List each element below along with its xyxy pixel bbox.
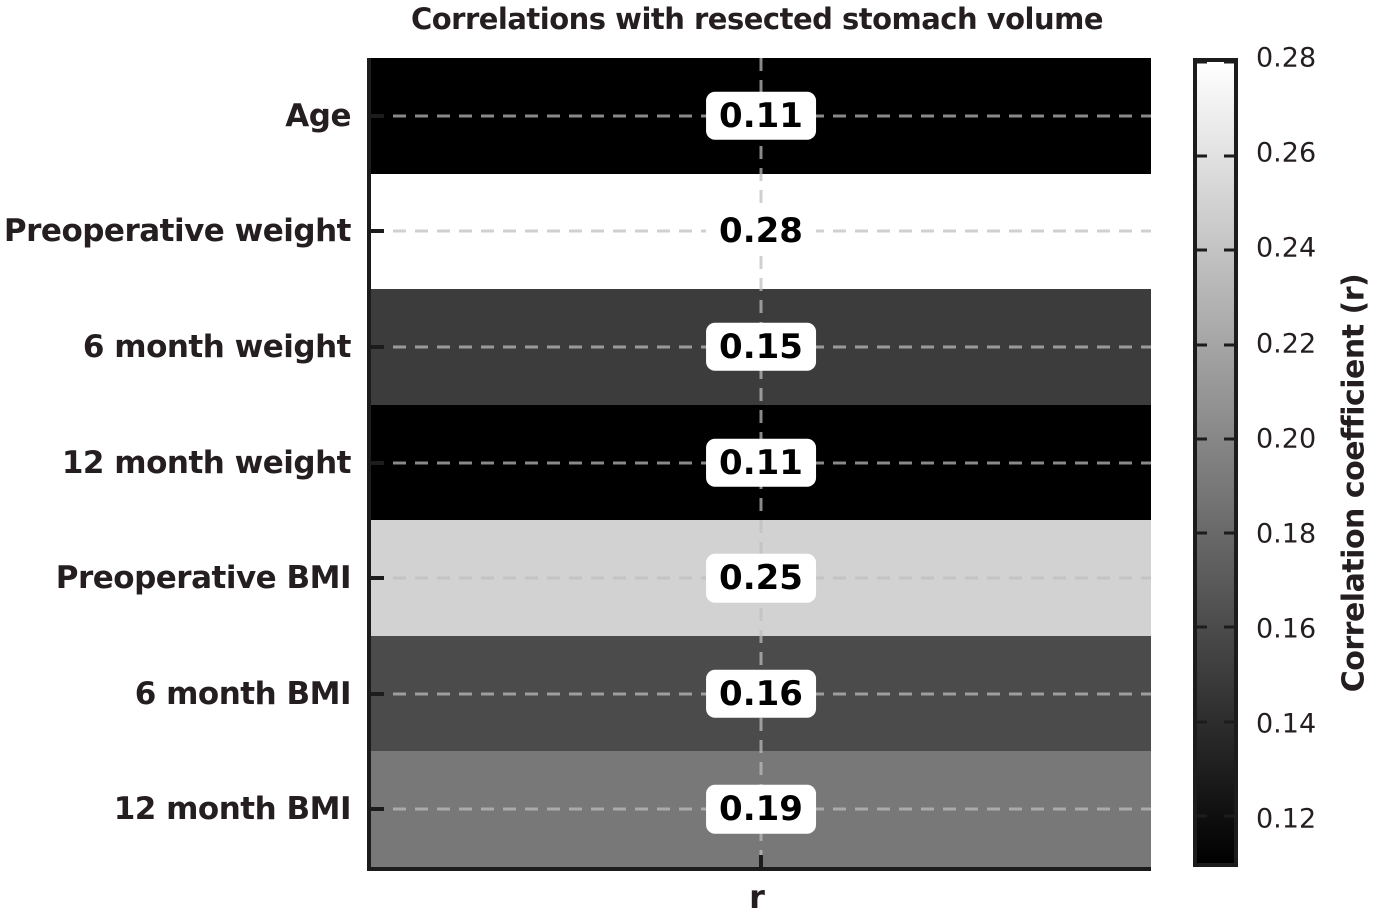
value-box: 0.11 (706, 91, 816, 141)
colorbar-ticks-layer (1197, 60, 1234, 863)
colorbar-tick (1197, 720, 1207, 724)
colorbar-tick (1224, 814, 1234, 818)
y-axis-tick (371, 344, 384, 349)
plot-area: 0.11 0.28 0.15 0.11 0.25 0.16 0.19 (367, 58, 1151, 871)
y-axis-tick (371, 113, 384, 118)
value-box: 0.15 (706, 322, 816, 372)
colorbar-tick (1197, 343, 1207, 347)
y-axis-labels: Age Preoperative weight 6 month weight 12 m… (0, 58, 352, 867)
colorbar-tick-label: 0.28 (1256, 42, 1317, 74)
chart-title: Correlations with resected stomach volum… (410, 2, 1104, 36)
colorbar-tick (1224, 343, 1234, 347)
y-axis-label: 6 month weight (82, 328, 352, 365)
colorbar-tick-label: 0.20 (1256, 423, 1317, 455)
colorbar-tick (1197, 437, 1207, 441)
colorbar-tick-label: 0.24 (1256, 232, 1317, 264)
colorbar-tick (1197, 154, 1207, 158)
colorbar-tick-label: 0.16 (1256, 613, 1317, 645)
colorbar-tick (1197, 625, 1207, 629)
colorbar-tick-label: 0.26 (1256, 137, 1317, 169)
y-axis-label: Preoperative BMI (55, 560, 352, 597)
colorbar-tick (1224, 531, 1234, 535)
y-axis-tick (371, 460, 384, 465)
value-box: 0.11 (706, 438, 816, 487)
colorbar-tick-label: 0.14 (1256, 708, 1317, 740)
colorbar-tick (1197, 248, 1207, 252)
y-axis-tick (371, 807, 384, 812)
y-axis-label: 6 month BMI (134, 675, 352, 712)
colorbar-tick-label: 0.12 (1256, 803, 1317, 835)
value-box: 0.16 (706, 669, 816, 718)
value-box: 0.25 (706, 553, 816, 603)
y-axis-tick (371, 691, 384, 696)
colorbar-tick-labels: 0.28 0.26 0.24 0.22 0.20 0.18 0.16 0.14 0.12 (1256, 43, 1336, 867)
colorbar-tick (1197, 60, 1207, 64)
colorbar-tick (1224, 720, 1234, 724)
colorbar-tick (1197, 814, 1207, 818)
colorbar-axis-label: Correlation coefficient (r) (1336, 273, 1372, 693)
colorbar-tick-label: 0.22 (1256, 328, 1317, 360)
colorbar-tick (1224, 437, 1234, 441)
colorbar-tick (1224, 154, 1234, 158)
x-axis-label: r (749, 878, 765, 914)
axis-ticks-layer (371, 58, 1151, 867)
value-labels-layer: 0.11 0.28 0.15 0.11 0.25 0.16 0.19 (371, 58, 1151, 867)
value-box: 0.28 (706, 207, 816, 256)
y-axis-label: 12 month weight (61, 444, 352, 481)
colorbar-tick (1224, 248, 1234, 252)
colorbar-tick (1224, 60, 1234, 64)
y-axis-tick (371, 576, 384, 581)
colorbar-tick-label: 0.18 (1256, 518, 1317, 550)
y-axis-label: Age (285, 97, 351, 134)
y-axis-tick (371, 229, 384, 234)
x-axis-tick (759, 855, 763, 867)
y-axis-label: 12 month BMI (113, 791, 352, 828)
colorbar (1193, 58, 1238, 867)
colorbar-tick (1224, 625, 1234, 629)
value-box: 0.19 (706, 784, 816, 834)
y-axis-label: Preoperative weight (3, 213, 352, 250)
colorbar-tick (1197, 531, 1207, 535)
colorbar-gradient (1197, 62, 1234, 863)
